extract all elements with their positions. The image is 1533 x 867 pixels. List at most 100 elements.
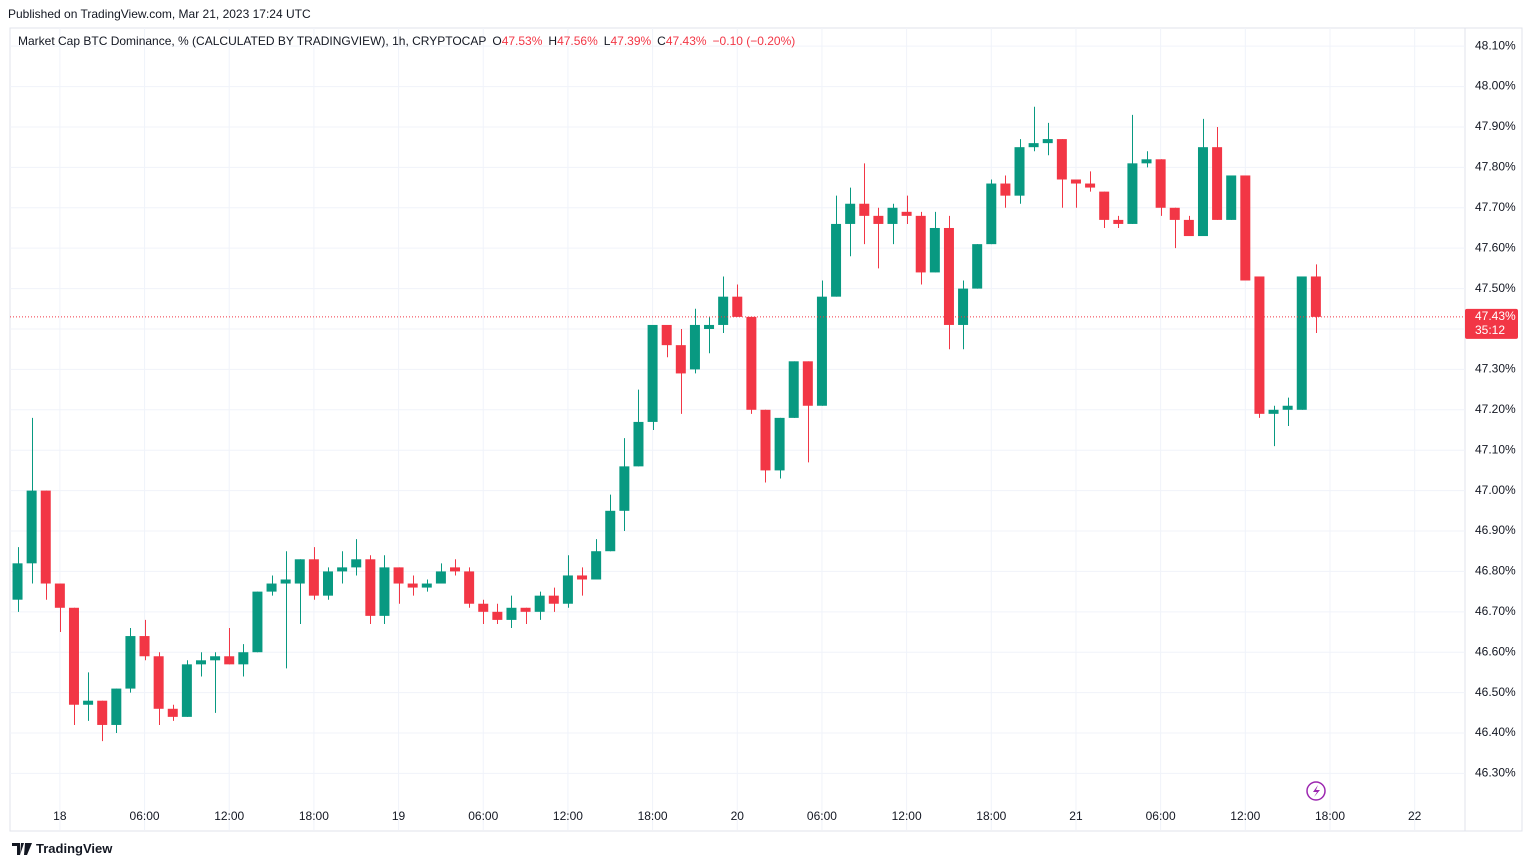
candle-body: [125, 636, 136, 689]
y-tick-label: 46.50%: [1475, 685, 1516, 699]
candle-body: [591, 551, 602, 580]
candle-body: [1141, 159, 1152, 164]
candle-body: [831, 223, 842, 297]
candle-body: [421, 583, 432, 588]
candle-body: [435, 571, 446, 584]
candle-body: [1268, 409, 1279, 414]
ohlc-item: C47.43%: [657, 34, 706, 48]
x-tick-label: 18:00: [299, 809, 329, 823]
candle-body: [139, 636, 150, 657]
x-tick-label: 21: [1069, 809, 1083, 823]
candle-body: [224, 656, 235, 665]
candle-body: [887, 207, 898, 224]
symbol-title: Market Cap BTC Dominance, % (CALCULATED …: [18, 34, 487, 48]
y-tick-label: 47.60%: [1475, 240, 1516, 254]
brand: TradingView: [12, 841, 112, 856]
brand-logo: [12, 842, 32, 855]
candle-body: [1099, 191, 1110, 220]
candle-body: [534, 595, 545, 612]
candle-body: [943, 227, 954, 325]
ohlc-value: 47.53%: [501, 34, 543, 48]
candle-body: [915, 215, 926, 273]
x-tick-label: 20: [731, 809, 745, 823]
y-tick-label: 47.00%: [1475, 483, 1516, 497]
change: −0.10 (−0.20%): [712, 34, 796, 48]
countdown-label: 35:12: [1475, 323, 1505, 337]
candle-body: [280, 579, 291, 584]
x-tick-label: 06:00: [468, 809, 498, 823]
x-tick-label: 18: [53, 809, 67, 823]
candle-body: [68, 607, 79, 705]
candle-body: [1254, 276, 1265, 414]
x-tick-label: 18:00: [976, 809, 1006, 823]
x-tick-label: 12:00: [892, 809, 922, 823]
candle-body: [1197, 147, 1208, 237]
candle-body: [1028, 143, 1039, 148]
x-tick-label: 12:00: [1230, 809, 1260, 823]
x-tick-label: 22: [1408, 809, 1422, 823]
event-icon-bolt: [1313, 785, 1320, 797]
candle-body: [506, 607, 517, 620]
ohlc-value: 47.43%: [665, 34, 707, 48]
candle-body: [1310, 276, 1321, 317]
x-tick-label: 06:00: [130, 809, 160, 823]
candle-body: [1155, 159, 1166, 208]
candle-body: [1282, 405, 1293, 410]
candle-body: [379, 567, 390, 616]
candle-body: [1296, 276, 1307, 410]
y-tick-label: 47.50%: [1475, 281, 1516, 295]
candle-body: [1056, 139, 1067, 180]
y-tick-label: 47.30%: [1475, 362, 1516, 376]
ohlc-key: O: [492, 34, 502, 48]
candle-body: [407, 583, 418, 588]
candle-body: [647, 324, 658, 422]
candle-body: [732, 296, 743, 317]
candle-body: [562, 575, 573, 604]
y-tick-label: 46.60%: [1475, 644, 1516, 658]
candle-body: [788, 361, 799, 418]
candle-body: [689, 324, 700, 370]
x-tick-label: 12:00: [553, 809, 583, 823]
candle-body: [266, 583, 277, 592]
y-tick-label: 47.90%: [1475, 119, 1516, 133]
candle-body: [323, 571, 334, 596]
y-tick-label: 46.30%: [1475, 766, 1516, 780]
candle-body: [111, 688, 122, 725]
candle-body: [1014, 147, 1025, 196]
candle-body: [760, 409, 771, 471]
published-note: Published on TradingView.com, Mar 21, 20…: [8, 7, 311, 21]
candle-body: [308, 559, 319, 596]
event-icon[interactable]: [1306, 781, 1326, 801]
candle-body: [901, 211, 912, 216]
ohlc-key: H: [548, 34, 558, 48]
candle-body: [464, 571, 475, 604]
candle-body: [774, 417, 785, 471]
ohlc-item: L47.39%: [604, 34, 651, 48]
ohlc-item: O47.53%: [492, 34, 542, 48]
candle-body: [1127, 163, 1138, 224]
y-tick-label: 48.00%: [1475, 79, 1516, 93]
candle-body: [1000, 183, 1011, 196]
ohlc: O47.53% H47.56% L47.39% C47.43%: [492, 34, 706, 48]
candle-body: [294, 559, 305, 584]
candle-body: [746, 316, 757, 410]
candle-body: [393, 567, 404, 584]
candle-body: [816, 296, 827, 406]
candle-body: [478, 603, 489, 612]
last-price-label: 47.43%: [1475, 309, 1516, 323]
candle-body: [450, 567, 461, 572]
y-tick-label: 46.80%: [1475, 564, 1516, 578]
brand-name: TradingView: [36, 841, 113, 856]
ohlc-value: 47.56%: [557, 34, 598, 48]
candle-body: [1226, 175, 1237, 220]
y-tick-label: 48.10%: [1475, 38, 1516, 52]
candle-body: [1113, 219, 1124, 224]
x-tick-label: 06:00: [807, 809, 837, 823]
x-tick-label: 18:00: [1315, 809, 1345, 823]
candle-body: [26, 490, 37, 564]
candle-body: [859, 203, 870, 216]
candle-body: [1070, 179, 1081, 184]
candle-body: [337, 567, 348, 572]
